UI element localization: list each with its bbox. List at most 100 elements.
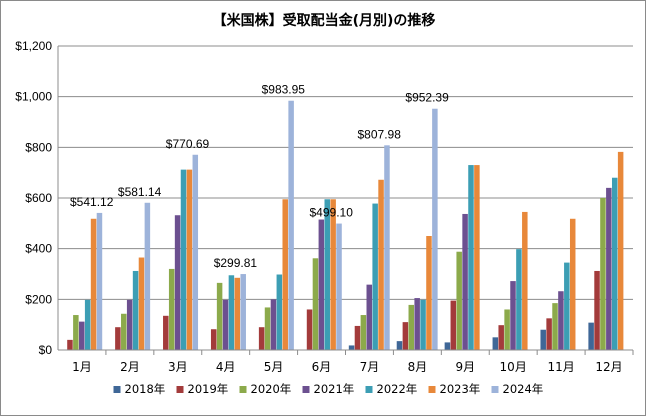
legend-swatch <box>491 386 499 393</box>
bar-2019年-10月 <box>498 325 504 350</box>
data-label: $499.10 <box>310 206 354 220</box>
bar-2022年-1月 <box>84 299 91 350</box>
data-label: $541.12 <box>70 195 114 209</box>
bar-2022年-12月 <box>611 177 618 350</box>
bar-2022年-8月 <box>420 299 426 350</box>
bar-2024年-6月 <box>336 223 342 350</box>
bar-2022年-3月 <box>180 169 187 350</box>
data-label: $807.98 <box>358 127 402 141</box>
y-tick-label: $600 <box>25 191 52 205</box>
bar-2024年-4月 <box>240 274 246 350</box>
legend-label: 2018年 <box>125 382 166 396</box>
bar-2018年-7月 <box>348 345 355 350</box>
bar-2019年-9月 <box>450 300 457 350</box>
x-tick-label: 12月 <box>595 360 622 374</box>
bar-2018年-11月 <box>540 329 546 350</box>
bar-2024年-2月 <box>144 202 151 350</box>
bar-2020年-10月 <box>504 309 510 350</box>
bar-2020年-12月 <box>600 198 606 350</box>
bar-2021年-6月 <box>318 219 325 350</box>
bar-2021年-8月 <box>414 298 420 350</box>
bar-2023年-10月 <box>522 211 528 350</box>
bar-2019年-2月 <box>115 327 121 350</box>
bar-2022年-5月 <box>276 274 283 350</box>
bar-2022年-4月 <box>228 275 235 350</box>
bar-2023年-3月 <box>186 169 193 350</box>
x-tick-label: 7月 <box>360 360 380 374</box>
bar-2021年-11月 <box>558 291 564 350</box>
bar-2021年-7月 <box>366 284 373 350</box>
bar-2021年-2月 <box>126 299 133 350</box>
bar-2019年-6月 <box>306 309 313 350</box>
bar-2019年-4月 <box>210 329 217 350</box>
bar-2023年-2月 <box>138 257 145 350</box>
bar-2020年-4月 <box>216 282 223 350</box>
x-tick-label: 2月 <box>120 360 140 374</box>
x-tick-label: 3月 <box>168 360 188 374</box>
bar-2024年-8月 <box>432 108 438 350</box>
bar-2019年-12月 <box>594 270 600 350</box>
legend-swatch <box>239 386 247 393</box>
chart-title: 【米国株】受取配当金(月別)の推移 <box>213 12 436 29</box>
bar-2022年-10月 <box>516 249 522 350</box>
legend-label: 2024年 <box>503 382 544 396</box>
bar-2020年-6月 <box>312 258 319 350</box>
bar-2020年-11月 <box>552 303 558 350</box>
bar-2020年-2月 <box>121 313 127 350</box>
bar-2020年-9月 <box>456 251 462 350</box>
y-tick-label: $1,200 <box>15 39 52 53</box>
x-tick-label: 9月 <box>455 360 475 374</box>
y-tick-label: $1,000 <box>15 90 52 104</box>
bar-2023年-7月 <box>378 179 384 350</box>
bar-2023年-12月 <box>617 151 624 350</box>
bar-2018年-8月 <box>396 341 403 350</box>
legend-label: 2019年 <box>188 382 229 396</box>
legend-swatch <box>176 386 184 393</box>
bar-2021年-5月 <box>270 299 277 350</box>
y-tick-label: $200 <box>25 292 52 306</box>
data-label: $581.14 <box>118 185 162 199</box>
bar-2022年-7月 <box>372 203 378 350</box>
bar-2024年-7月 <box>384 145 390 350</box>
x-tick-label: 1月 <box>72 360 92 374</box>
bar-2021年-12月 <box>606 187 612 350</box>
bar-2018年-12月 <box>588 322 594 350</box>
bar-2023年-1月 <box>90 218 97 350</box>
y-tick-label: $0 <box>39 343 53 357</box>
bar-2019年-7月 <box>354 325 361 350</box>
legend-label: 2021年 <box>314 382 355 396</box>
bar-2024年-1月 <box>96 212 103 350</box>
bar-2021年-1月 <box>79 321 85 350</box>
y-tick-label: $400 <box>25 242 52 256</box>
bar-2020年-1月 <box>73 315 79 350</box>
data-label: $952.39 <box>405 91 449 105</box>
bar-2024年-3月 <box>192 154 199 350</box>
bar-2022年-6月 <box>324 199 330 350</box>
bar-2020年-8月 <box>408 304 415 350</box>
legend-label: 2020年 <box>251 382 292 396</box>
bar-2021年-9月 <box>462 213 468 350</box>
bar-2021年-3月 <box>174 215 181 350</box>
bar-2023年-4月 <box>234 277 241 350</box>
x-tick-label: 10月 <box>500 360 527 374</box>
bar-2023年-8月 <box>426 236 432 350</box>
legend-swatch <box>302 386 310 393</box>
bar-2019年-11月 <box>546 318 552 350</box>
bar-2022年-11月 <box>564 262 570 350</box>
y-tick-label: $800 <box>25 140 52 154</box>
bar-2018年-10月 <box>492 337 499 350</box>
bar-2022年-2月 <box>132 270 139 350</box>
legend-swatch <box>428 386 436 393</box>
bar-2022年-9月 <box>468 165 474 350</box>
bar-2023年-11月 <box>569 218 576 350</box>
x-tick-label: 5月 <box>264 360 284 374</box>
legend-swatch <box>113 386 121 393</box>
bar-2021年-4月 <box>222 299 229 350</box>
bar-2023年-5月 <box>282 199 288 350</box>
bar-2019年-5月 <box>258 327 265 350</box>
bar-2019年-1月 <box>67 339 73 350</box>
bar-2020年-3月 <box>168 268 175 350</box>
bar-2023年-6月 <box>330 199 336 350</box>
